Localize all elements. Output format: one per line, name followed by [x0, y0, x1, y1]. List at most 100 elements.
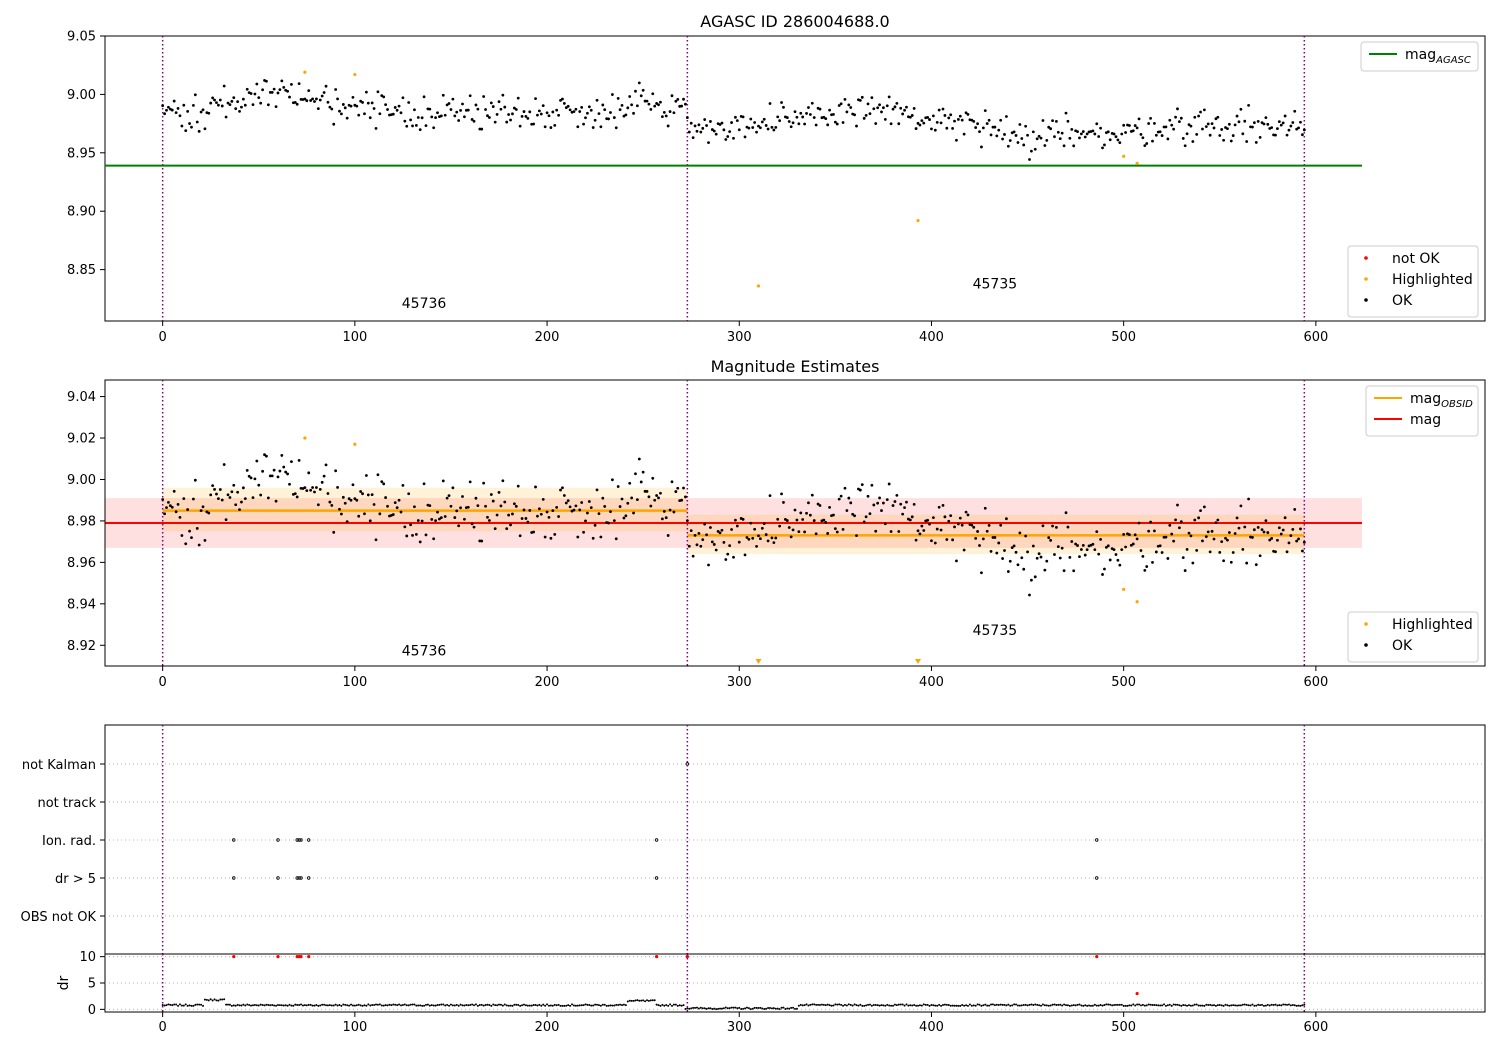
panel2-ok-point-30 — [218, 488, 222, 491]
flag-point-2-2 — [295, 838, 299, 842]
dr-point-336 — [807, 1004, 810, 1007]
dr-point-360 — [853, 1003, 856, 1006]
panel2-ok-point-506 — [1133, 533, 1137, 537]
dr-point-68 — [292, 1004, 295, 1007]
panel2-ok-point-87 — [328, 500, 332, 504]
panel1-ok-point-291 — [720, 121, 724, 125]
dr-point-171 — [490, 1004, 493, 1007]
dr-point-28 — [215, 999, 218, 1002]
dr-point-95 — [344, 1003, 347, 1006]
panel2-ok-point-310 — [757, 534, 760, 538]
dr-point-517 — [1155, 1004, 1158, 1007]
dr-point-502 — [1126, 1004, 1129, 1007]
panel1-ok-point-312 — [760, 120, 764, 124]
panel2-ok-point-275 — [689, 529, 693, 532]
dr-point-549 — [1216, 1004, 1219, 1007]
panel2-ok-point-209 — [562, 494, 566, 497]
panel1-ok-point-129 — [409, 118, 412, 122]
panel2-ok-point-249 — [639, 480, 643, 484]
panel2-ok-point-288 — [714, 548, 718, 552]
dr-point-474 — [1072, 1004, 1075, 1007]
dr-point-445 — [1016, 1004, 1019, 1007]
dr-point-30 — [219, 998, 222, 1001]
panel2-ok-point-473 — [1070, 540, 1074, 543]
dr-point-540 — [1199, 1004, 1202, 1007]
panel2-ok-point-254 — [649, 504, 653, 508]
panel2-ok-point-236 — [614, 537, 618, 541]
dr-point-560 — [1237, 1004, 1240, 1007]
panel1-ok-point-419 — [966, 112, 970, 116]
panel2-ok-point-171 — [489, 493, 493, 496]
panel1-ok-point-155 — [459, 108, 462, 112]
panel2-ok-point-522 — [1164, 535, 1168, 539]
panel2-ok-point-570 — [1256, 526, 1260, 529]
panel2-ok-point-0 — [161, 498, 165, 501]
panel2-ok-point-295 — [728, 544, 732, 548]
panel1-ok-point-316 — [768, 102, 772, 105]
panel1-ok-point-562 — [1241, 132, 1245, 136]
panel2-ok-point-454 — [1033, 575, 1037, 579]
panel2-ok-point-117 — [386, 504, 389, 508]
panel1-ok-point-197 — [539, 112, 543, 116]
panel1-ok-point-407 — [943, 114, 947, 117]
dr-point-580 — [1276, 1004, 1279, 1007]
panel1-ok-point-471 — [1066, 119, 1070, 123]
panel1-ok-point-206 — [557, 113, 560, 117]
panel1-ok-point-224 — [591, 126, 595, 129]
panel1-ok-point-374 — [880, 110, 883, 114]
panel1-ok-point-371 — [874, 122, 878, 125]
panel1-ok-point-36 — [230, 99, 234, 103]
panel1-ok-point-292 — [722, 128, 726, 132]
panel2-ok-point-47 — [251, 496, 255, 500]
panel2-ok-point-9 — [178, 515, 182, 519]
dr-outlier-6 — [655, 955, 659, 959]
dr-point-524 — [1168, 1003, 1171, 1006]
dr-point-78 — [311, 1004, 314, 1007]
dr-point-221 — [586, 1003, 589, 1006]
panel1-ok-point-105 — [363, 112, 366, 116]
dr-point-370 — [872, 1004, 875, 1007]
panel2-ok-point-577 — [1270, 537, 1274, 540]
panel1-ok-point-458 — [1041, 119, 1045, 122]
panel1-ok-point-18 — [195, 120, 199, 124]
panel1-ok-point-237 — [616, 96, 620, 100]
panel2-ok-point-176 — [499, 504, 503, 508]
panel1-ok-point-433 — [993, 125, 997, 129]
panel1-ok-point-194 — [534, 97, 537, 101]
panel1-ok-point-220 — [584, 116, 587, 120]
panel2-ok-point-469 — [1062, 569, 1066, 573]
panel2-ok-point-530 — [1179, 520, 1183, 524]
panel1-ok-point-176 — [499, 107, 503, 111]
dr-point-379 — [890, 1004, 893, 1007]
panel2-ok-point-583 — [1281, 528, 1285, 532]
panel2-ok-point-95 — [343, 501, 347, 505]
dr-point-463 — [1051, 1003, 1054, 1006]
panel2-highlighted-point-0 — [303, 436, 307, 440]
panel1-ok-point-271 — [682, 97, 685, 101]
panel2-ok-point-180 — [507, 513, 511, 517]
panel1-ok-point-254 — [649, 107, 653, 111]
panel2-ok-point-542 — [1202, 505, 1206, 509]
panel2-ok-point-304 — [745, 536, 749, 539]
panel2-ok-point-330 — [795, 518, 799, 522]
panel2-y-tick-label-4: 9.00 — [67, 473, 96, 488]
panel2-obs-label-0: 45736 — [402, 644, 447, 660]
panel1-ok-point-530 — [1179, 116, 1183, 120]
panel2-ok-point-586 — [1287, 541, 1291, 545]
panel1-ok-point-379 — [889, 122, 893, 126]
panel1-ok-point-512 — [1145, 142, 1149, 145]
dr-point-294 — [726, 1007, 729, 1010]
panel2-ok-point-156 — [461, 495, 464, 498]
dr-point-89 — [332, 1004, 335, 1007]
panel1-ok-point-141 — [432, 126, 436, 130]
dr-point-497 — [1116, 1003, 1119, 1006]
panel1-ok-point-26 — [211, 96, 215, 100]
dr-point-281 — [701, 1007, 704, 1010]
panel1-ok-point-150 — [449, 108, 453, 111]
panel1-ok-point-99 — [351, 95, 355, 99]
panel2-ok-point-185 — [516, 484, 520, 488]
panel2-ok-point-291 — [720, 528, 724, 532]
panel1-ok-point-281 — [701, 126, 705, 130]
dr-point-389 — [909, 1004, 912, 1007]
dr-point-153 — [455, 1003, 458, 1006]
